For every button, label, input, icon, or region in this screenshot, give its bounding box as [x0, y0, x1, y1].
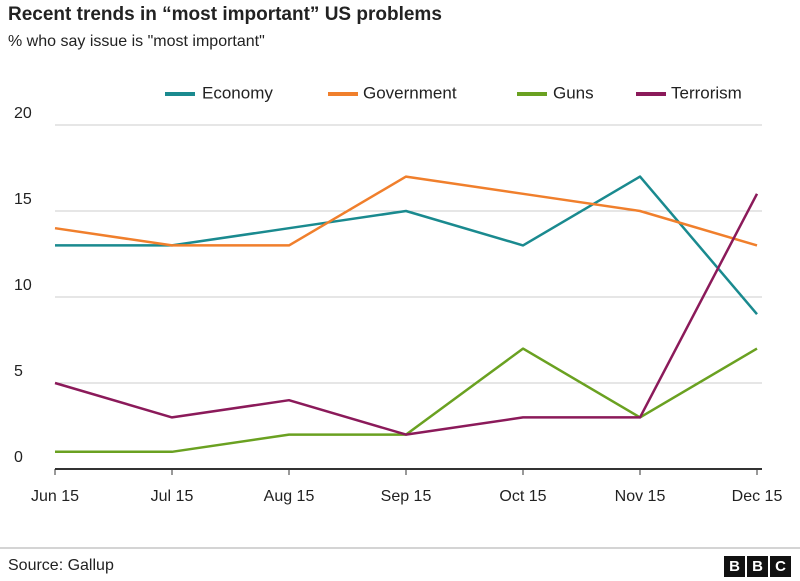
logo-letter: C	[775, 558, 786, 575]
x-tick-label: Oct 15	[499, 488, 546, 505]
logo-box	[724, 556, 745, 577]
x-tick-label: Dec 15	[732, 488, 783, 505]
x-tick-label: Nov 15	[615, 488, 666, 505]
logo-box	[747, 556, 768, 577]
legend-label: Economy	[202, 83, 273, 102]
y-tick-label: 5	[14, 363, 23, 380]
source: Source: Gallup	[8, 557, 114, 574]
logo-box	[770, 556, 791, 577]
x-tick-label: Jun 15	[31, 488, 79, 505]
legend-label: Government	[363, 83, 457, 102]
series-line	[55, 347, 758, 454]
legend-label: Guns	[553, 83, 594, 102]
logo-letter: B	[752, 558, 763, 575]
x-tick-label: Aug 15	[264, 488, 315, 505]
y-tick-label: 10	[14, 277, 32, 294]
x-tick-label: Jul 15	[151, 488, 194, 505]
legend-label: Terrorism	[671, 83, 742, 102]
x-tick-label: Sep 15	[381, 488, 432, 505]
chart-title: Recent trends in “most important” US pro…	[8, 4, 442, 25]
y-tick-label: 20	[14, 105, 32, 122]
series-line	[54, 193, 759, 436]
y-tick-label: 15	[14, 191, 32, 208]
logo-letter: B	[729, 558, 740, 575]
series-line	[54, 175, 758, 247]
chart-subtitle: % who say issue is "most important"	[8, 33, 265, 50]
series-line	[55, 175, 758, 316]
y-tick-label: 0	[14, 449, 23, 466]
